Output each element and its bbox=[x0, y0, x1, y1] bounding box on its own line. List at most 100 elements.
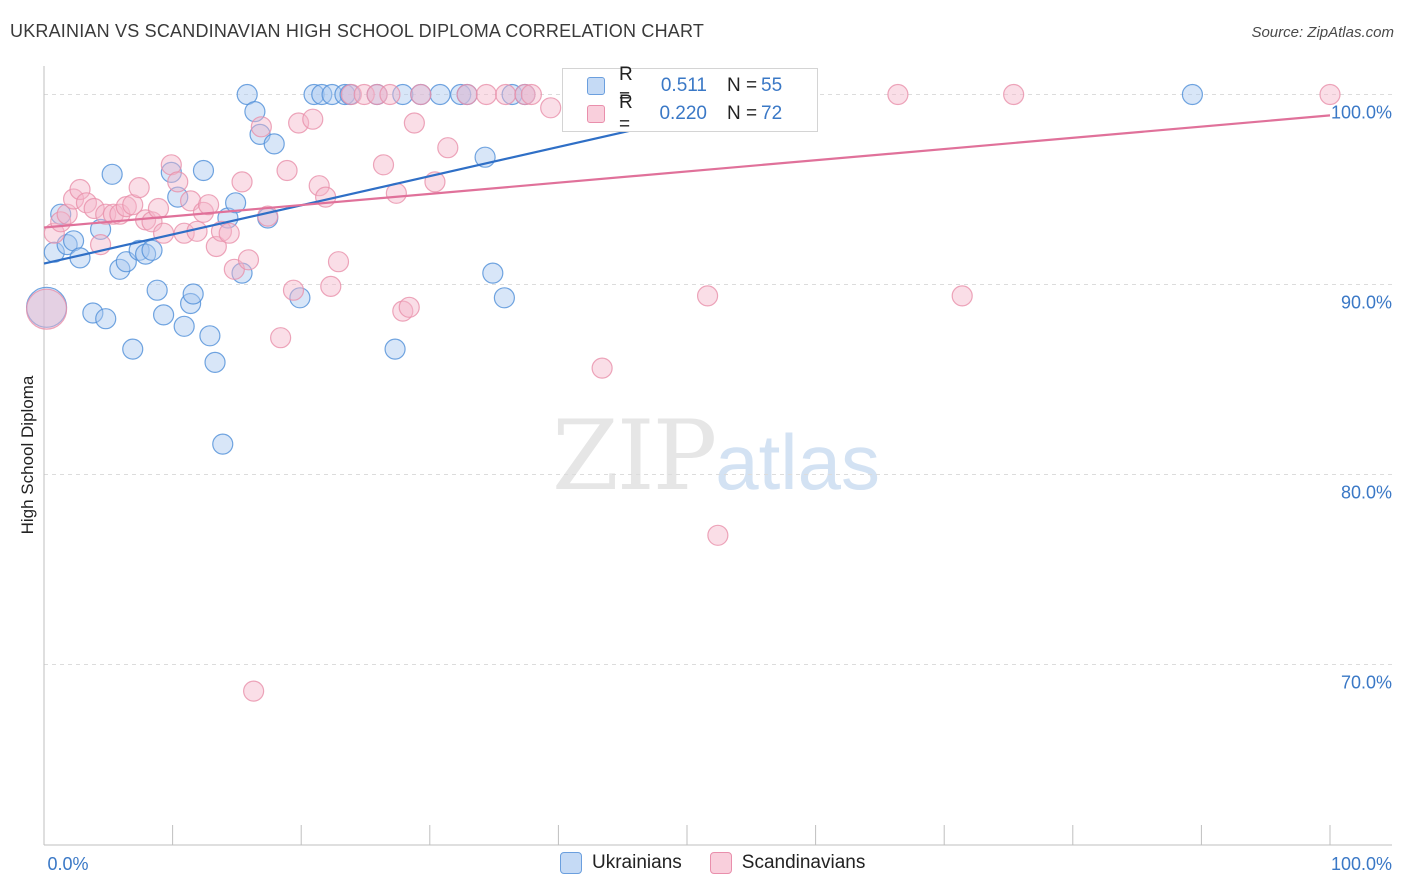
point-ukrainians bbox=[212, 433, 234, 455]
point-scandinavians bbox=[231, 171, 253, 193]
point-ukrainians bbox=[134, 243, 157, 265]
point-scandinavians bbox=[320, 275, 342, 297]
x-tick-label: 100.0% bbox=[1331, 854, 1392, 874]
point-ukrainians bbox=[384, 338, 406, 360]
point-scandinavians bbox=[198, 194, 220, 216]
legend-swatch-ukrainians bbox=[587, 77, 605, 95]
point-scandinavians bbox=[707, 524, 729, 546]
point-scandinavians bbox=[540, 97, 562, 119]
point-ukrainians bbox=[501, 83, 523, 106]
point-scandinavians bbox=[366, 83, 388, 106]
y-axis-label: High School Diploma bbox=[18, 375, 37, 535]
point-ukrainians bbox=[199, 325, 221, 347]
point-scandinavians bbox=[288, 112, 310, 134]
point-scandinavians bbox=[495, 83, 517, 106]
point-ukrainians bbox=[263, 133, 285, 155]
point-scandinavians bbox=[250, 116, 272, 138]
point-scandinavians bbox=[327, 251, 350, 273]
y-tick-label: 90.0% bbox=[1341, 293, 1392, 313]
point-ukrainians bbox=[141, 239, 163, 261]
point-scandinavians bbox=[1003, 83, 1025, 106]
point-ukrainians bbox=[303, 83, 325, 106]
watermark-zip: ZIP bbox=[552, 400, 717, 512]
legend-item-ukrainians[interactable]: Ukrainians bbox=[560, 852, 682, 874]
point-ukrainians bbox=[482, 262, 504, 284]
point-ukrainians bbox=[429, 83, 451, 106]
legend-r-value: 0.511 bbox=[660, 75, 707, 96]
chart-title: UKRAINIAN VS SCANDINAVIAN HIGH SCHOOL DI… bbox=[10, 21, 705, 41]
point-ukrainians bbox=[128, 239, 150, 261]
point-scandinavians bbox=[302, 108, 324, 130]
point-scandinavians bbox=[591, 357, 613, 379]
point-scandinavians bbox=[128, 177, 150, 199]
point-scandinavians bbox=[398, 296, 420, 318]
point-scandinavians bbox=[353, 83, 375, 106]
point-ukrainians bbox=[334, 83, 356, 106]
point-ukrainians bbox=[167, 186, 189, 208]
point-scandinavians bbox=[167, 171, 189, 193]
point-scandinavians bbox=[696, 285, 719, 307]
legend-n-label: N = bbox=[727, 103, 758, 124]
legend-row-ukrainians: R = 0.511 N = 55 bbox=[587, 64, 783, 107]
point-scandinavians bbox=[887, 83, 909, 106]
point-scandinavians bbox=[514, 83, 536, 106]
legend-label-ukrainians: Ukrainians bbox=[592, 852, 682, 873]
point-ukrainians bbox=[204, 351, 226, 373]
legend-n-label: N = bbox=[727, 75, 758, 96]
point-ukrainians bbox=[1181, 83, 1203, 106]
point-scandinavians bbox=[243, 680, 265, 702]
point-scandinavians bbox=[456, 83, 478, 106]
point-ukrainians bbox=[152, 304, 175, 326]
point-scandinavians bbox=[237, 249, 260, 271]
y-tick-label: 70.0% bbox=[1341, 673, 1392, 693]
point-scandinavians bbox=[25, 288, 68, 330]
point-ukrainians bbox=[225, 192, 247, 214]
y-tick-label: 100.0% bbox=[1331, 103, 1392, 123]
legend-row-scandinavians: R = 0.220 N = 72 bbox=[587, 92, 783, 135]
legend-n-value: 55 bbox=[761, 75, 783, 96]
point-ukrainians bbox=[95, 308, 117, 330]
point-ukrainians bbox=[450, 83, 472, 106]
point-ukrainians bbox=[392, 83, 414, 106]
point-scandinavians bbox=[951, 285, 973, 307]
point-scandinavians bbox=[83, 197, 105, 220]
legend-r-value: 0.220 bbox=[659, 103, 707, 124]
point-ukrainians bbox=[192, 159, 215, 182]
point-scandinavians bbox=[410, 83, 432, 106]
point-scandinavians bbox=[69, 178, 91, 201]
point-ukrainians bbox=[82, 302, 104, 324]
legend-swatch-scandinavians bbox=[709, 852, 732, 874]
point-scandinavians bbox=[276, 159, 298, 182]
point-scandinavians bbox=[437, 137, 459, 159]
point-scandinavians bbox=[210, 220, 233, 242]
legend-swatch-scandinavians bbox=[587, 105, 605, 123]
point-scandinavians bbox=[102, 203, 125, 225]
point-ukrainians bbox=[493, 287, 515, 309]
point-scandinavians bbox=[147, 197, 170, 220]
point-scandinavians bbox=[43, 222, 65, 244]
legend-item-scandinavians[interactable]: Scandinavians bbox=[709, 852, 865, 874]
watermark: ZIPatlas bbox=[552, 400, 880, 512]
point-ukrainians bbox=[122, 338, 144, 360]
legend-n-value: 72 bbox=[761, 103, 783, 124]
y-tick-label: 80.0% bbox=[1341, 483, 1392, 503]
point-ukrainians bbox=[146, 279, 168, 301]
point-scandinavians bbox=[403, 112, 425, 134]
point-scandinavians bbox=[379, 83, 401, 106]
point-scandinavians bbox=[372, 154, 395, 176]
point-scandinavians bbox=[308, 175, 330, 197]
legend-swatch-ukrainians bbox=[560, 852, 582, 874]
x-tick-label: 0.0% bbox=[47, 854, 88, 874]
point-scandinavians bbox=[340, 83, 362, 106]
point-scandinavians bbox=[392, 300, 414, 322]
point-scandinavians bbox=[218, 222, 240, 244]
point-ukrainians bbox=[101, 163, 123, 185]
point-scandinavians bbox=[282, 279, 305, 301]
point-ukrainians bbox=[50, 203, 72, 225]
point-scandinavians bbox=[520, 83, 542, 106]
stats-legend: R = 0.511 N = 55 R = 0.220 N = 72 bbox=[562, 64, 818, 135]
chart-source: Source: ZipAtlas.com bbox=[1251, 24, 1394, 41]
point-scandinavians bbox=[270, 327, 292, 349]
point-ukrainians bbox=[321, 83, 343, 106]
